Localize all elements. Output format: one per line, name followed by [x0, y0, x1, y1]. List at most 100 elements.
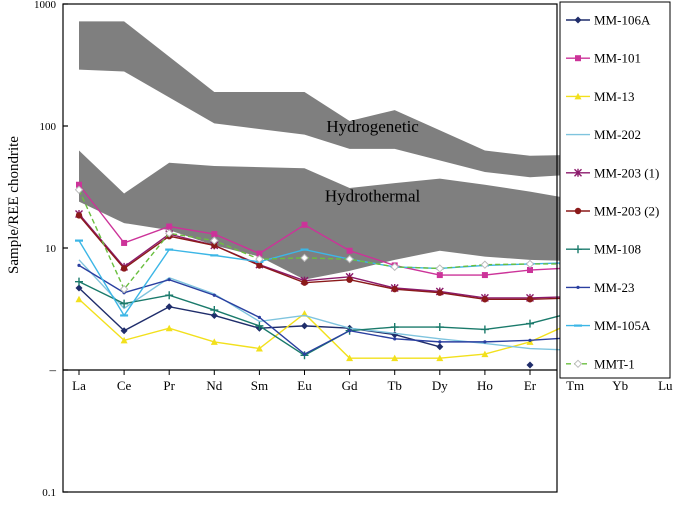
point-mm-13-la: [75, 295, 83, 303]
y-axis-label: Sample/REE chondrite: [6, 136, 22, 274]
point-mm-106a-er: [526, 361, 534, 369]
point-mm-106a-la: [75, 284, 83, 292]
point-mm-23-nd: [212, 293, 216, 297]
point-mm-13-nd: [210, 338, 218, 345]
field-hydrothermal: [79, 150, 666, 280]
point-mm-101-eu: [301, 221, 308, 228]
point-mm-101-ho: [481, 272, 488, 279]
legend-item-mm-13: MM-13: [566, 89, 634, 104]
point-mm-101-ce: [121, 239, 128, 246]
y-tick-label: 1000: [34, 0, 57, 11]
point-mmt-1-la: [74, 185, 84, 194]
x-tick-label-tm: Tm: [566, 378, 584, 393]
point-mm-108-la: [75, 277, 83, 286]
x-tick-label-eu: Eu: [297, 378, 312, 393]
point-mm-108-sm: [255, 321, 264, 330]
legend-item-mm-106a: MM-106A: [566, 13, 651, 28]
legend-item-mm-108: MM-108: [566, 242, 641, 257]
point-mm-101-nd: [211, 231, 218, 238]
point-mm-108-ce: [120, 299, 129, 308]
point-mm-106a-dy: [436, 343, 444, 351]
point-mm-13-eu: [301, 310, 308, 317]
point-mm-13-tb: [391, 354, 399, 362]
point-mm-23-tb: [393, 337, 397, 341]
point-mm-203-2-sm: [256, 262, 263, 269]
point-mm-106a-eu: [301, 322, 308, 330]
x-tick-label-nd: Nd: [206, 378, 222, 393]
point-mm-101-sm: [256, 250, 263, 257]
y-tick-label: 100: [40, 121, 57, 133]
point-mm-23-gd: [348, 329, 352, 333]
point-mm-13-dy: [436, 354, 444, 362]
legend-swatch-marker: [575, 55, 581, 62]
point-mmt-1-gd: [345, 254, 354, 264]
legend-label: MM-23: [594, 280, 634, 295]
point-mm-203-2-la: [75, 212, 83, 219]
point-mm-13-ce: [120, 336, 128, 344]
legend: MM-106A MM-101 MM-13 MM-202 MM-203 (1) MM-203…: [559, 1, 671, 379]
y-tick-label: 10: [45, 243, 57, 255]
point-mm-203-2-er: [526, 296, 534, 303]
legend-label: MM-13: [594, 89, 634, 104]
x-tick-label-er: Er: [524, 378, 537, 393]
x-tick-label-pr: Pr: [163, 378, 175, 393]
y-tick-label: 0.1: [42, 487, 56, 499]
point-mm-108-ho: [480, 325, 489, 334]
point-mm-108-tb: [390, 323, 399, 332]
point-mm-108-nd: [210, 306, 219, 315]
x-tick-label-gd: Gd: [342, 378, 358, 393]
x-tick-label-sm: Sm: [251, 378, 268, 393]
point-mm-203-2-ho: [481, 296, 489, 303]
legend-item-mm-101: MM-101: [566, 51, 641, 66]
legend-label: MM-203 (1): [594, 165, 659, 180]
point-mm-106a-pr: [165, 303, 173, 311]
point-mm-13-pr: [165, 324, 173, 332]
legend-swatch-marker: [573, 359, 583, 369]
axes-layer: 1000 100 10 – 0.1 La Ce Pr Nd Sm Eu Gd Tb Dy Ho Er Tm Yb L…: [34, 0, 673, 499]
point-mm-203-2-dy: [436, 289, 443, 296]
legend-label: MM-106A: [594, 13, 651, 28]
annotation-hydrothermal: Hydrothermal: [325, 186, 421, 205]
point-mm-13-ho: [481, 350, 489, 358]
point-mm-101-gd: [346, 247, 353, 254]
legend-swatch-marker: [574, 168, 582, 177]
point-mm-23-pr: [167, 278, 171, 282]
legend-item-mmt-1: MMT-1: [566, 356, 635, 371]
legend-swatch-marker: [576, 285, 580, 289]
point-mm-23-ho: [483, 340, 487, 344]
point-mm-106a-ce: [120, 327, 128, 335]
point-mmt-1-ho: [480, 260, 490, 269]
point-mm-23-sm: [257, 315, 261, 319]
point-mm-203-2-tb: [391, 285, 398, 293]
y-tick-label: –: [49, 362, 57, 377]
legend-item-mm-23: MM-23: [566, 280, 634, 295]
legend-item-mm-202: MM-202: [566, 127, 641, 142]
legend-swatch-marker: [574, 207, 582, 215]
point-mmt-1-eu: [300, 253, 309, 263]
legend-swatch-marker: [574, 92, 582, 100]
point-mm-101-dy: [436, 272, 443, 279]
legend-label: MM-101: [594, 51, 641, 66]
point-mm-101-la: [76, 181, 82, 188]
point-mmt-1-ce: [119, 284, 129, 294]
point-mm-23-eu: [302, 352, 307, 356]
legend-swatch-marker: [574, 16, 582, 24]
x-tick-label-lu: Lu: [658, 378, 673, 393]
point-mm-23-er: [528, 338, 532, 342]
x-tick-label-tb: Tb: [387, 378, 401, 393]
point-mmt-1-er: [525, 259, 535, 269]
legend-label: MM-105A: [594, 318, 651, 333]
point-mm-203-2-gd: [346, 276, 353, 283]
point-mm-13-sm: [255, 345, 263, 352]
point-mm-23-la: [77, 263, 81, 268]
point-mmt-1-sm: [255, 254, 264, 264]
x-tick-label-yb: Yb: [612, 378, 628, 393]
point-mmt-1-dy: [435, 264, 445, 273]
annotations-layer: Hydrogenetic Hydrothermal: [325, 117, 421, 205]
point-mm-108-dy: [435, 323, 444, 332]
x-tick-label-ce: Ce: [117, 378, 132, 393]
x-tick-label-dy: Dy: [432, 378, 448, 393]
annotation-hydrogenetic: Hydrogenetic: [326, 117, 419, 136]
legend-swatch-marker: [574, 245, 582, 254]
